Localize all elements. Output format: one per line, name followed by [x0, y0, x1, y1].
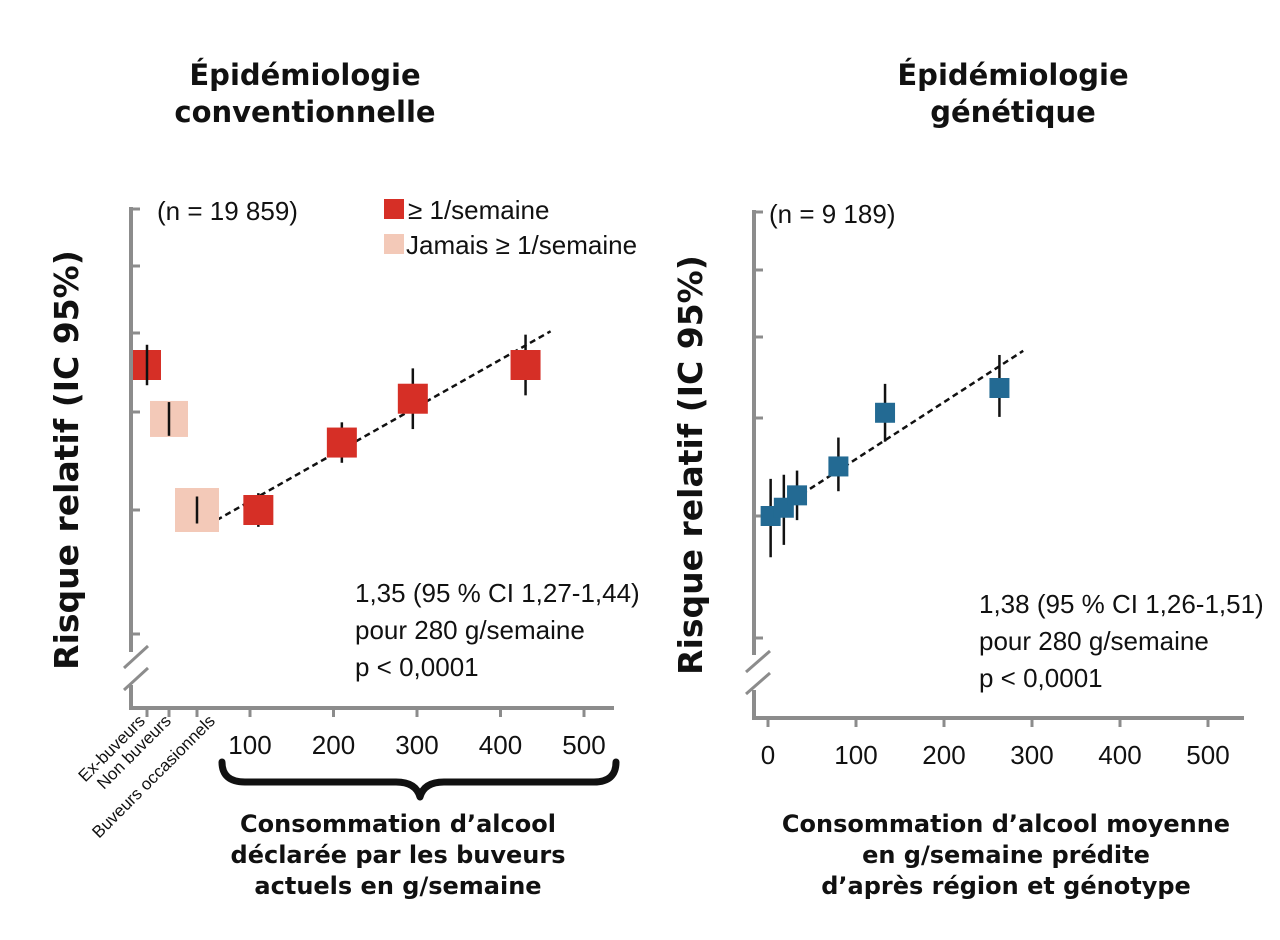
- right-x-tick-label-4: 400: [1098, 740, 1141, 770]
- right-x-tick-label-3: 300: [1010, 740, 1053, 770]
- right-point-5: [989, 378, 1010, 398]
- legend-label-never: Jamais ≥ 1/semaine: [406, 230, 637, 260]
- left-axis-break-mark-2: [122, 666, 150, 692]
- left-trend-line: [215, 330, 552, 522]
- right-point-3: [828, 456, 849, 477]
- left-point-3: [510, 350, 541, 380]
- left-x-axis-label-line-3: actuels en g/semaine: [254, 872, 541, 900]
- left-annotation-line-3: p < 0,0001: [355, 652, 479, 682]
- left-x-tick-label-3: 400: [479, 730, 522, 760]
- right-axis-break-mark-1: [745, 649, 771, 674]
- left-chart-panel: Épidémiologie conventionnelle Risque rel…: [47, 58, 640, 900]
- legend-swatch-never: [384, 234, 404, 254]
- left-x-axis-label-line-1: Consommation d’alcool: [240, 810, 556, 838]
- right-x-ticks: 0 100 200 300 400 500: [761, 718, 1230, 770]
- right-x-tick-label-1: 100: [834, 740, 877, 770]
- legend-label-current: ≥ 1/semaine: [408, 195, 549, 225]
- current-drinkers-brace: [218, 758, 620, 801]
- right-axis-break-mark-2: [745, 671, 771, 696]
- left-x-ticks: 100 200 300 400 500: [228, 708, 606, 760]
- right-x-axis-label-line-2: en g/semaine prédite: [862, 841, 1150, 869]
- right-sample-size: (n = 9 189): [769, 199, 895, 229]
- left-annotation-line-1: 1,35 (95 % CI 1,27-1,44): [355, 578, 640, 608]
- left-chart-title-line-2: conventionnelle: [174, 95, 435, 129]
- right-chart-panel: Épidémiologie génétique Risque relatif (…: [671, 58, 1264, 900]
- right-x-axis: [752, 690, 1244, 720]
- left-point-0: [243, 495, 274, 525]
- left-x-axis: [129, 685, 614, 710]
- right-trend-dashed-line: [767, 349, 1024, 518]
- right-x-tick-label-5: 500: [1186, 740, 1229, 770]
- right-chart-title-line-2: génétique: [930, 95, 1096, 129]
- right-data-marks: [760, 354, 1010, 558]
- right-annotation-line-1: 1,38 (95 % CI 1,26-1,51): [979, 589, 1264, 619]
- left-y-ticks: [131, 207, 140, 636]
- left-axis-break-mark-1: [122, 644, 150, 670]
- right-x-axis-label-line-3: d’après région et génotype: [821, 872, 1191, 900]
- left-annotation-line-2: pour 280 g/semaine: [355, 615, 585, 645]
- right-x-axis-label-line-1: Consommation d’alcool moyenne: [782, 810, 1230, 838]
- right-x-tick-label-0: 0: [761, 740, 775, 770]
- left-x-tick-label-0: 100: [228, 730, 271, 760]
- left-trend-dashed-line: [215, 330, 552, 522]
- left-y-axis-label: Risque relatif (IC 95%): [47, 250, 86, 670]
- left-sample-size: (n = 19 859): [157, 196, 298, 226]
- left-x-axis-label-line-2: déclarée par les buveurs: [231, 841, 566, 869]
- right-x-tick-label-2: 200: [922, 740, 965, 770]
- left-point-2: [397, 383, 428, 414]
- right-annotation-line-2: pour 280 g/semaine: [979, 626, 1209, 656]
- left-point-1: [326, 427, 357, 458]
- left-x-tick-label-1: 200: [312, 730, 355, 760]
- right-annotation-line-3: p < 0,0001: [979, 663, 1103, 693]
- right-y-axis-label: Risque relatif (IC 95%): [671, 255, 710, 675]
- left-x-tick-label-2: 300: [395, 730, 438, 760]
- right-trend-line: [767, 349, 1024, 518]
- left-x-tick-label-4: 500: [562, 730, 605, 760]
- legend-swatch-current: [384, 199, 404, 219]
- left-chart-title-line-1: Épidémiologie: [189, 58, 420, 92]
- left-data-marks: [133, 334, 541, 532]
- right-point-4: [875, 402, 896, 423]
- right-point-2: [787, 485, 808, 506]
- left-category-ticks: [145, 708, 199, 717]
- right-chart-title-line-1: Épidémiologie: [897, 58, 1128, 92]
